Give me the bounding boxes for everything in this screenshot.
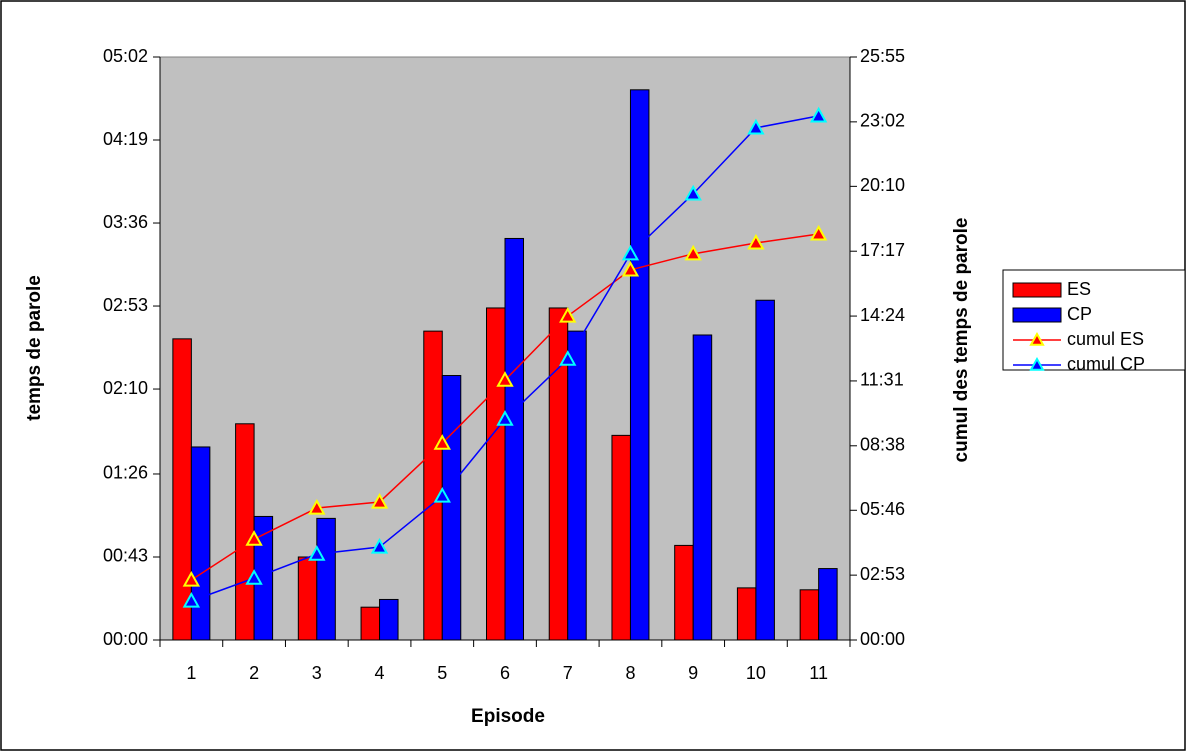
marker	[684, 244, 702, 261]
marker	[747, 233, 765, 250]
y2-axis-title: cumul des temps de parole	[951, 218, 972, 463]
legend-label: cumul CP	[1067, 354, 1145, 374]
y2-tick-label: 08:38	[860, 435, 905, 455]
marker	[621, 244, 640, 261]
legend-swatch	[1012, 307, 1062, 323]
bar	[818, 568, 838, 641]
legend-label: CP	[1067, 304, 1092, 324]
marker	[747, 118, 765, 135]
x-tick-label: 1	[186, 663, 196, 683]
bar	[423, 330, 443, 641]
y-tick-label: 05:02	[103, 46, 148, 66]
x-tick-label: 2	[249, 663, 259, 683]
x-tick-label: 7	[563, 663, 573, 683]
marker	[182, 591, 201, 608]
bar	[190, 446, 211, 641]
x-tick-label: 3	[312, 663, 322, 683]
bar	[504, 237, 524, 641]
marker	[559, 307, 577, 323]
bar	[316, 517, 336, 641]
x-tick-label: 4	[375, 663, 385, 683]
marker	[182, 570, 201, 587]
y-tick-label: 00:43	[103, 546, 148, 566]
legend-label: cumul ES	[1067, 329, 1144, 349]
bar	[755, 299, 775, 641]
y2-tick-label: 23:02	[860, 111, 905, 131]
y-tick-label: 03:36	[103, 212, 148, 232]
marker	[245, 530, 263, 546]
y-tick-label: 01:26	[103, 463, 148, 483]
y2-tick-label: 25:55	[860, 46, 905, 66]
x-tick-label: 6	[500, 663, 510, 683]
marker	[433, 486, 451, 503]
marker	[496, 371, 514, 387]
bar	[441, 375, 462, 641]
x-tick-label: 5	[437, 663, 447, 683]
y2-tick-label: 05:46	[860, 499, 905, 519]
marker	[496, 410, 514, 426]
y-tick-label: 02:53	[103, 295, 148, 315]
bar	[629, 89, 650, 641]
legend-marker	[1029, 356, 1045, 371]
bar	[692, 334, 713, 641]
legend-marker	[1029, 331, 1045, 346]
marker	[245, 569, 263, 585]
marker	[809, 106, 828, 123]
x-tick-label: 8	[625, 663, 635, 683]
marker	[308, 545, 326, 561]
bar	[235, 423, 255, 641]
x-tick-label: 10	[746, 663, 766, 683]
y2-tick-label: 20:10	[860, 175, 905, 195]
y-axis-title: temps de parole	[24, 275, 45, 421]
y-tick-label: 04:19	[103, 129, 148, 149]
y-tick-label: 02:10	[103, 378, 148, 398]
y-tick-label: 00:00	[103, 629, 148, 649]
bar	[736, 587, 757, 641]
bar	[611, 434, 631, 641]
bar	[360, 606, 381, 641]
legend-swatch	[1012, 282, 1062, 298]
marker	[370, 492, 389, 509]
bar	[172, 338, 192, 641]
y2-tick-label: 14:24	[860, 305, 905, 325]
bar	[297, 556, 318, 641]
x-axis-title: Episode	[471, 706, 545, 727]
y2-tick-label: 17:17	[860, 240, 905, 260]
marker	[684, 184, 702, 201]
marker	[433, 434, 451, 450]
y2-tick-label: 02:53	[860, 564, 905, 584]
x-tick-label: 9	[688, 663, 698, 683]
bar	[799, 589, 820, 641]
marker	[621, 260, 640, 277]
legend-label: ES	[1067, 279, 1091, 299]
marker	[809, 224, 828, 241]
y2-tick-label: 11:31	[860, 370, 904, 390]
bar	[567, 330, 587, 641]
x-tick-label: 11	[809, 663, 828, 683]
bar	[486, 307, 506, 641]
bar	[674, 544, 694, 641]
marker	[370, 537, 389, 554]
marker	[308, 498, 326, 515]
y2-tick-label: 00:00	[860, 629, 905, 649]
bar	[379, 598, 399, 641]
marker	[559, 350, 577, 366]
